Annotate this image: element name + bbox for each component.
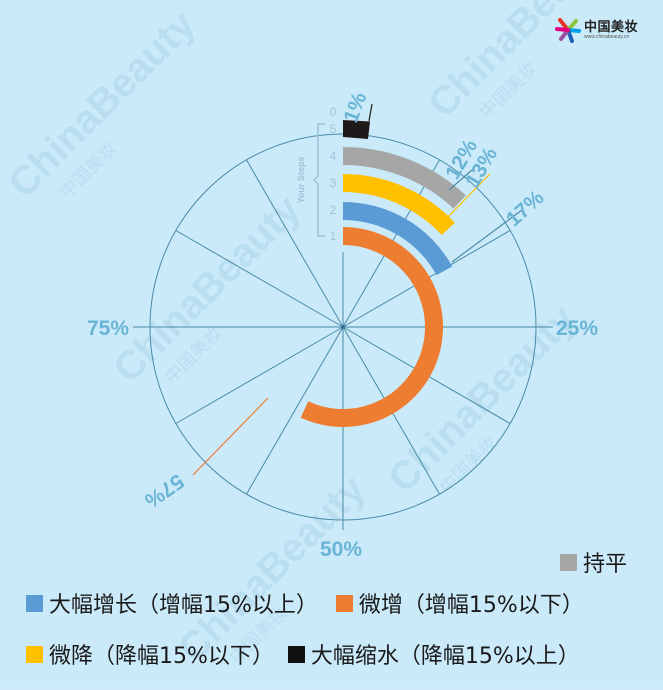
- legend-item-large-increase: 大幅增长（增幅15%以上）: [26, 587, 318, 619]
- svg-text:2: 2: [330, 203, 337, 217]
- svg-text:4: 4: [330, 149, 337, 163]
- legend-item-large-decrease: 大幅缩水（降幅15%以上）: [287, 638, 580, 670]
- legend-label: 持平: [583, 552, 628, 577]
- legend-label: 微降（降幅15%以下）: [49, 644, 274, 669]
- spoke-grid: [133, 133, 553, 530]
- legend-item-slight-decrease: 微降（降幅15%以下）: [26, 638, 274, 670]
- axis-label-50: 50%: [320, 538, 363, 561]
- legend-swatch-gray: [560, 553, 577, 571]
- bar-flat: [343, 147, 466, 209]
- logo-url: www.chinabeauty.cn: [584, 34, 630, 40]
- bar-large-decrease: [343, 120, 370, 139]
- legend-item-flat: 持平: [560, 546, 627, 578]
- legend-label: 大幅缩水（降幅15%以上）: [310, 644, 580, 669]
- leader-lines: [192, 103, 523, 476]
- svg-text:3: 3: [330, 176, 337, 190]
- your-steps-title: Your Steps: [296, 157, 306, 204]
- legend-label: 微增（增幅15%以下）: [358, 593, 584, 618]
- logo-star-icon: [555, 18, 581, 43]
- legend-swatch-black: [287, 645, 305, 663]
- logo-name: 中国美妆: [584, 19, 639, 34]
- legend-swatch-orange: [335, 594, 353, 612]
- legend-swatch-blue: [26, 594, 43, 612]
- legend-swatch-yellow: [26, 645, 43, 663]
- step-ticks: 0 5 4 3 2 1: [330, 105, 337, 243]
- brand-logo: 中国美妆 www.chinabeauty.cn: [555, 10, 655, 50]
- axis-label-75: 75%: [87, 317, 130, 340]
- legend-row-2: 大幅增长（增幅15%以上） 微增（增幅15%以下）: [26, 587, 584, 619]
- your-steps-scale: [312, 123, 325, 237]
- bar-slight-increase: [300, 227, 444, 427]
- bar-large-increase: [343, 202, 453, 276]
- svg-text:5: 5: [330, 122, 337, 136]
- svg-text:0: 0: [330, 105, 337, 119]
- legend-label: 大幅增长（增幅15%以上）: [49, 593, 318, 618]
- svg-text:1: 1: [330, 229, 337, 243]
- legend-row-3: 微降（降幅15%以下） 大幅缩水（降幅15%以上）: [26, 638, 580, 670]
- legend-item-slight-increase: 微增（增幅15%以下）: [335, 587, 584, 619]
- bar-slight-decrease: [343, 174, 455, 235]
- axis-label-25: 25%: [556, 317, 599, 340]
- legend-row-1: 持平: [560, 546, 627, 578]
